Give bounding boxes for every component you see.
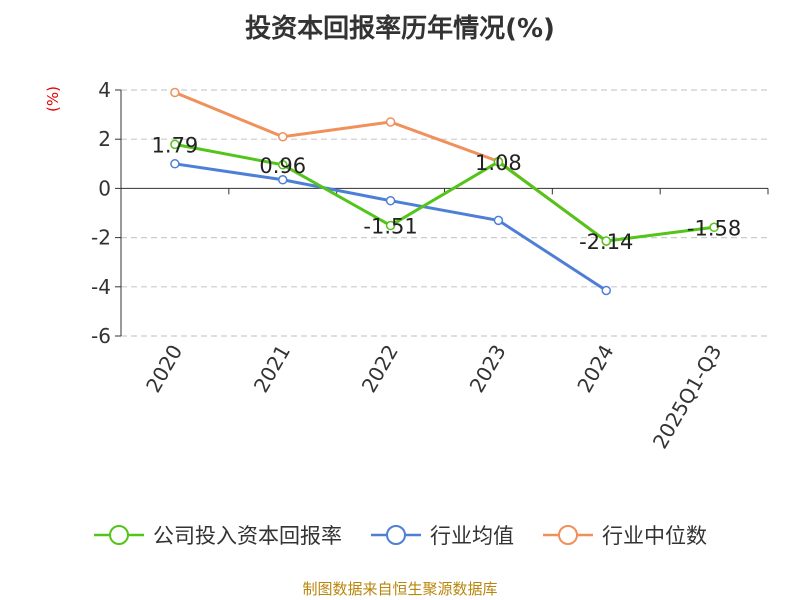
legend-item[interactable]: 行业均值: [370, 520, 514, 550]
x-tick-label: 2020: [141, 341, 187, 397]
data-label: 1.08: [475, 151, 522, 175]
y-tick-label: -6: [91, 324, 111, 348]
data-label: 0.96: [259, 154, 306, 178]
series-line: [174, 142, 715, 243]
y-tick-label: -2: [91, 226, 111, 250]
y-tick-label: 0: [98, 176, 111, 200]
legend: 公司投入资本回报率 行业均值 行业中位数: [0, 520, 800, 550]
y-tick-label: 2: [98, 127, 111, 151]
legend-circle: [558, 525, 578, 545]
data-point: [493, 215, 504, 226]
data-label: -1.58: [687, 216, 741, 240]
data-point: [170, 159, 180, 169]
legend-item[interactable]: 公司投入资本回报率: [93, 520, 342, 550]
data-point: [278, 131, 288, 142]
chart-title: 投资本回报率历年情况(%): [245, 14, 555, 44]
data-point: [278, 160, 288, 170]
legend-circle: [386, 525, 406, 545]
data-point: [278, 175, 288, 185]
legend-label: 行业均值: [430, 524, 514, 548]
y-tick-label: -4: [91, 275, 111, 299]
x-tick-label: 2024: [572, 341, 618, 397]
line-chart: 4 2 0 -2 -4 -6 2020 2021 2022 2023 2024 2025Q1-Q3 1…: [91, 78, 769, 453]
data-point: [601, 236, 611, 246]
legend-circle: [109, 525, 129, 545]
data-label: -2.14: [579, 230, 633, 254]
data-point: [385, 220, 396, 231]
y-tick-label: 4: [98, 78, 111, 102]
legend-marker-icon: [371, 525, 421, 545]
legend-label: 行业中位数: [602, 524, 707, 548]
source-note: 制图数据来自恒生聚源数据库: [302, 580, 498, 598]
x-tick-label: 2021: [249, 341, 295, 397]
legend-item[interactable]: 行业中位数: [542, 520, 707, 550]
data-point: [601, 285, 611, 296]
legend-label: 公司投入资本回报率: [153, 524, 342, 548]
data-labels: 1.79 0.96 -1.51 1.08 -2.14 -1.58: [152, 133, 742, 254]
grid-lines: [121, 89, 768, 337]
x-tick-label: 2025Q1-Q3: [648, 341, 727, 453]
data-point: [709, 222, 719, 233]
data-point: [170, 87, 180, 98]
legend-marker-icon: [94, 525, 144, 545]
data-point: [170, 139, 180, 150]
x-tick-label: 2023: [465, 340, 511, 396]
data-point: [385, 117, 396, 127]
data-point: [493, 157, 504, 167]
data-label: 1.79: [152, 133, 199, 157]
data-label: -1.51: [363, 215, 417, 239]
legend-marker-icon: [543, 525, 593, 545]
data-point: [385, 195, 396, 206]
x-tick-label: 2022: [357, 341, 403, 397]
series-lines: [170, 87, 719, 296]
